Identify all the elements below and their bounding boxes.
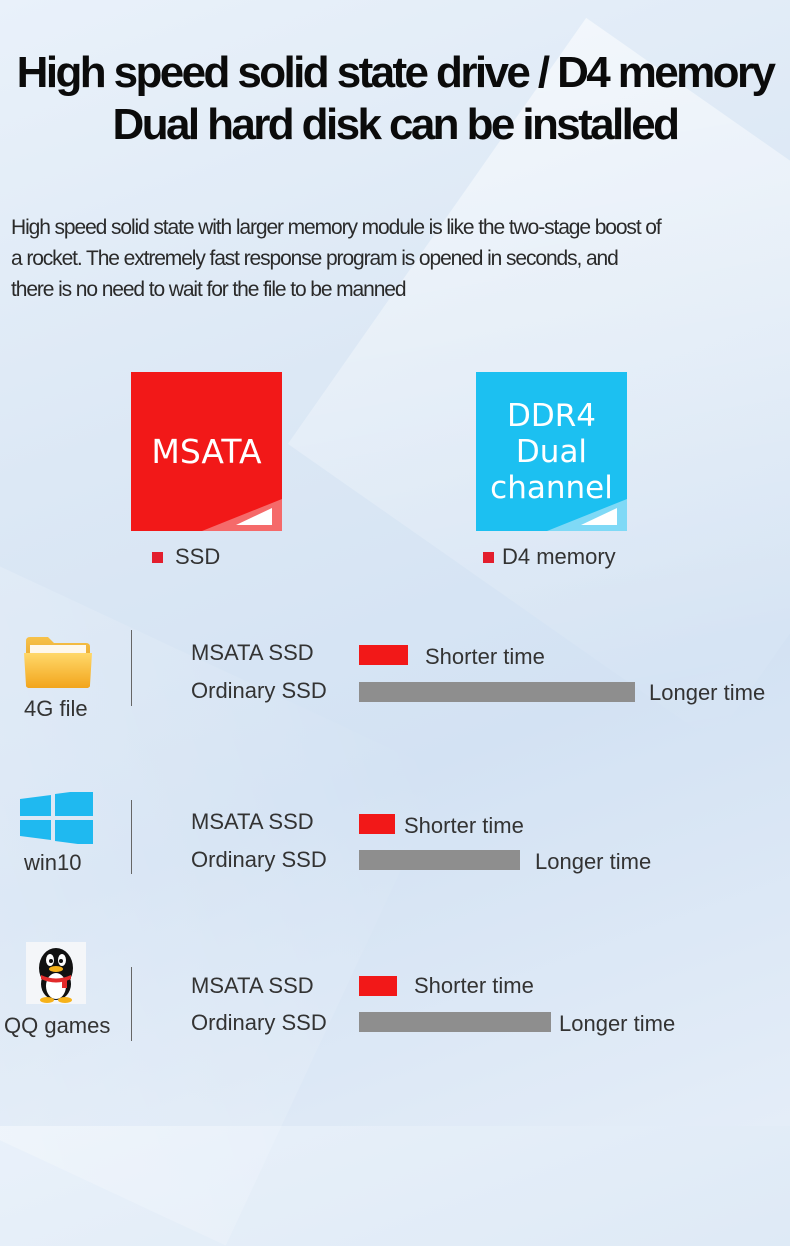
legend-d4-label: D4 memory — [502, 544, 616, 569]
page-title-line2: Dual hard disk can be installed — [112, 100, 681, 149]
shorter-time-label: Shorter time — [404, 813, 524, 838]
msata-tile: MSATA — [131, 372, 282, 531]
msata-time-bar — [359, 814, 395, 834]
row-divider — [131, 800, 132, 874]
msata-tile-text: MSATA — [151, 432, 262, 471]
msata-ssd-label: MSATA SSD — [191, 973, 314, 998]
qq-penguin-icon — [26, 942, 86, 1004]
msata-time-bar — [359, 976, 397, 996]
ordinary-time-bar — [359, 850, 520, 870]
ddr4-tile: DDR4 Dual channel — [476, 372, 627, 531]
msata-time-bar — [359, 645, 408, 665]
description-line: a rocket. The extremely fast response pr… — [11, 247, 619, 270]
tile-corner-decoration — [547, 499, 627, 531]
row-label-qq-games: QQ games — [4, 1013, 111, 1038]
shorter-time-label: Shorter time — [425, 644, 545, 669]
ddr4-tile-line: Dual — [515, 434, 588, 470]
windows-logo-icon — [20, 792, 93, 844]
ddr4-tile-line: DDR4 — [506, 398, 596, 434]
msata-ssd-label: MSATA SSD — [191, 809, 314, 834]
longer-time-label: Longer time — [559, 1011, 676, 1036]
ordinary-time-bar — [359, 682, 635, 702]
ddr4-tile-line: channel — [490, 470, 613, 506]
tile-corner-decoration — [202, 499, 282, 531]
longer-time-label: Longer time — [535, 849, 652, 874]
row-divider — [131, 630, 132, 706]
ordinary-ssd-label: Ordinary SSD — [191, 1010, 327, 1035]
description-line: there is no need to wait for the file to… — [11, 278, 407, 301]
ordinary-ssd-label: Ordinary SSD — [191, 678, 327, 703]
shorter-time-label: Shorter time — [414, 973, 534, 998]
row-divider — [131, 967, 132, 1041]
ddr4-tile-text: DDR4 Dual channel — [476, 398, 627, 506]
row-label-4g-file: 4G file — [24, 696, 88, 721]
row-label-win10: win10 — [24, 850, 82, 875]
legend-marker — [152, 551, 163, 563]
description-line: High speed solid state with larger memor… — [11, 216, 662, 239]
legend-d4-memory: D4 memory — [483, 544, 616, 570]
longer-time-label: Longer time — [649, 680, 766, 705]
legend-marker — [483, 551, 494, 563]
ordinary-time-bar — [359, 1012, 551, 1032]
folder-icon — [24, 637, 92, 688]
legend-ssd-label: SSD — [175, 544, 221, 569]
description: High speed solid state with larger memor… — [11, 212, 781, 305]
msata-ssd-label: MSATA SSD — [191, 640, 314, 665]
legend-ssd: SSD — [152, 544, 220, 570]
page-title-line1: High speed solid state drive / D4 memory — [16, 48, 776, 97]
ordinary-ssd-label: Ordinary SSD — [191, 847, 327, 872]
